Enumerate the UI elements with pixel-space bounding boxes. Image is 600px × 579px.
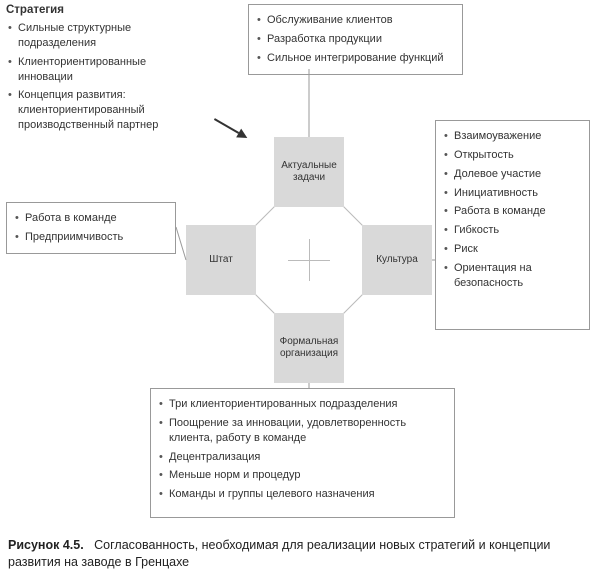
list-item: Инициативность bbox=[442, 184, 581, 203]
cross-vertical bbox=[309, 239, 310, 281]
list-item: Поощрение за инновации, удовлетворенност… bbox=[157, 414, 446, 448]
list-item: Сильные структурные подразделения bbox=[6, 19, 180, 53]
list-item: Сильное интегрирование функций bbox=[255, 49, 454, 68]
node-top: Актуальные задачи bbox=[274, 137, 344, 207]
list-item: Разработка продукции bbox=[255, 30, 454, 49]
node-right: Культура bbox=[362, 225, 432, 295]
list-item: Предприимчивость bbox=[13, 228, 167, 247]
node-right-label: Культура bbox=[376, 254, 418, 266]
list-item: Меньше норм и процедур bbox=[157, 466, 446, 485]
strategy-list: Сильные структурные подразделенияКлиенто… bbox=[6, 19, 180, 135]
list-item: Долевое участие bbox=[442, 165, 581, 184]
node-bottom: Формальная органи­зация bbox=[274, 313, 344, 383]
list-item: Децентрализация bbox=[157, 448, 446, 467]
list-item: Гибкость bbox=[442, 221, 581, 240]
list-item: Открытость bbox=[442, 146, 581, 165]
list-item: Три клиенториентированных подразделения bbox=[157, 395, 446, 414]
figure-caption: Рисунок 4.5. Согласованность, необходима… bbox=[8, 537, 592, 571]
list-item: Взаимоуважение bbox=[442, 127, 581, 146]
list-item: Ориентация на безопасность bbox=[442, 259, 581, 293]
node-left-label: Штат bbox=[209, 254, 233, 266]
box-bottom-list: Три клиенториентированных подразделенияП… bbox=[157, 395, 446, 504]
node-left: Штат bbox=[186, 225, 256, 295]
figure-label: Рисунок 4.5. bbox=[8, 538, 84, 552]
list-item: Концепция развития: клиенториентированны… bbox=[6, 86, 180, 135]
box-left-list: Работа в командеПредприимчивость bbox=[13, 209, 167, 247]
box-right-list: ВзаимоуважениеОткрытостьДолевое участиеИ… bbox=[442, 127, 581, 293]
list-item: Риск bbox=[442, 240, 581, 259]
strategy-title: Стратегия bbox=[6, 4, 180, 16]
list-item: Работа в команде bbox=[442, 202, 581, 221]
strategy-block: Стратегия Сильные структурные подразделе… bbox=[6, 4, 180, 154]
box-top-list: Обслуживание клиентовРазработка продукци… bbox=[255, 11, 454, 68]
box-top: Обслуживание клиентовРазработка продукци… bbox=[248, 4, 463, 75]
node-top-label: Актуальные задачи bbox=[276, 160, 342, 184]
box-left: Работа в командеПредприимчивость bbox=[6, 202, 176, 254]
list-item: Работа в команде bbox=[13, 209, 167, 228]
list-item: Обслуживание клиентов bbox=[255, 11, 454, 30]
node-bottom-label: Формальная органи­зация bbox=[276, 336, 342, 360]
box-bottom: Три клиенториентированных подразделенияП… bbox=[150, 388, 455, 518]
list-item: Команды и группы целевого назначения bbox=[157, 485, 446, 504]
box-right: ВзаимоуважениеОткрытостьДолевое участиеИ… bbox=[435, 120, 590, 330]
list-item: Клиенториентированные инновации bbox=[6, 53, 180, 87]
